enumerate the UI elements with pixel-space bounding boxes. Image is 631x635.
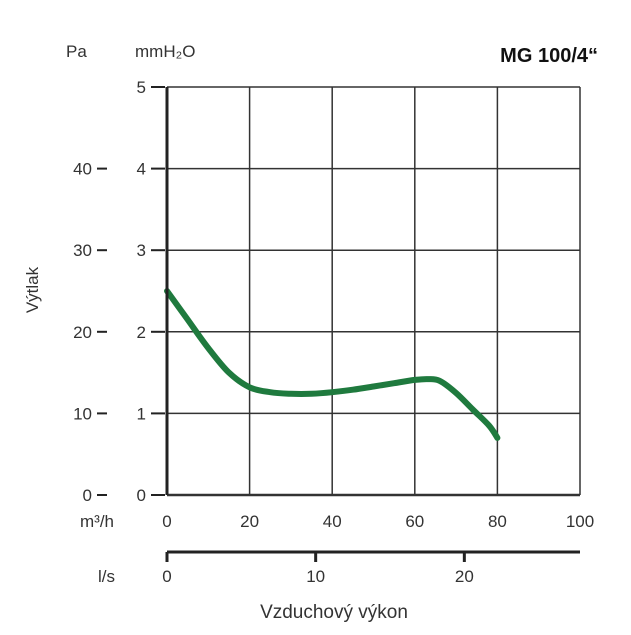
- y-tick-label-left: 10: [73, 404, 92, 423]
- y-tick-label-right: 2: [137, 323, 146, 342]
- y-ticks-right: 0 1 2 3 4 5: [137, 78, 165, 505]
- x-tick-label: 20: [240, 512, 259, 531]
- x-tick-label: 80: [488, 512, 507, 531]
- y-tick-label-right: 1: [137, 404, 146, 423]
- x-tick-label: 100: [566, 512, 594, 531]
- ls-ticks: 0 10 20: [162, 552, 474, 586]
- y-tick-label-right: 0: [137, 486, 146, 505]
- y-unit-right: mmH₂O: [135, 42, 195, 61]
- x-tick-label: 60: [405, 512, 424, 531]
- grid: [166, 86, 581, 497]
- y-tick-label-right: 4: [137, 160, 146, 179]
- y-tick-label-left: 30: [73, 241, 92, 260]
- y-ticks-left: 0 10 20 30 40: [73, 160, 107, 505]
- x-tick-label: 40: [323, 512, 342, 531]
- x-tick-label: 0: [162, 512, 171, 531]
- ls-tick-label: 10: [306, 567, 325, 586]
- y-tick-label-left: 20: [73, 323, 92, 342]
- ls-tick-label: 20: [455, 567, 474, 586]
- ylabel: Výtlak: [23, 266, 42, 313]
- y-tick-label-left: 0: [83, 486, 92, 505]
- x-unit-primary: m³/h: [80, 512, 114, 531]
- y-tick-label-right: 3: [137, 241, 146, 260]
- y-tick-label-right: 5: [137, 78, 146, 97]
- ls-tick-label: 0: [162, 567, 171, 586]
- xlabel: Vzduchový výkon: [260, 602, 408, 623]
- y-tick-label-left: 40: [73, 160, 92, 179]
- plot-area: [164, 86, 581, 497]
- pressure-curve: [164, 288, 501, 441]
- x-ticks: 0 20 40 60 80 100: [162, 512, 594, 531]
- chart-title: MG 100/4“: [500, 45, 598, 67]
- y-unit-left: Pa: [66, 42, 87, 61]
- ls-scale: 0 10 20 l/s: [98, 550, 580, 586]
- x-unit-secondary: l/s: [98, 567, 115, 586]
